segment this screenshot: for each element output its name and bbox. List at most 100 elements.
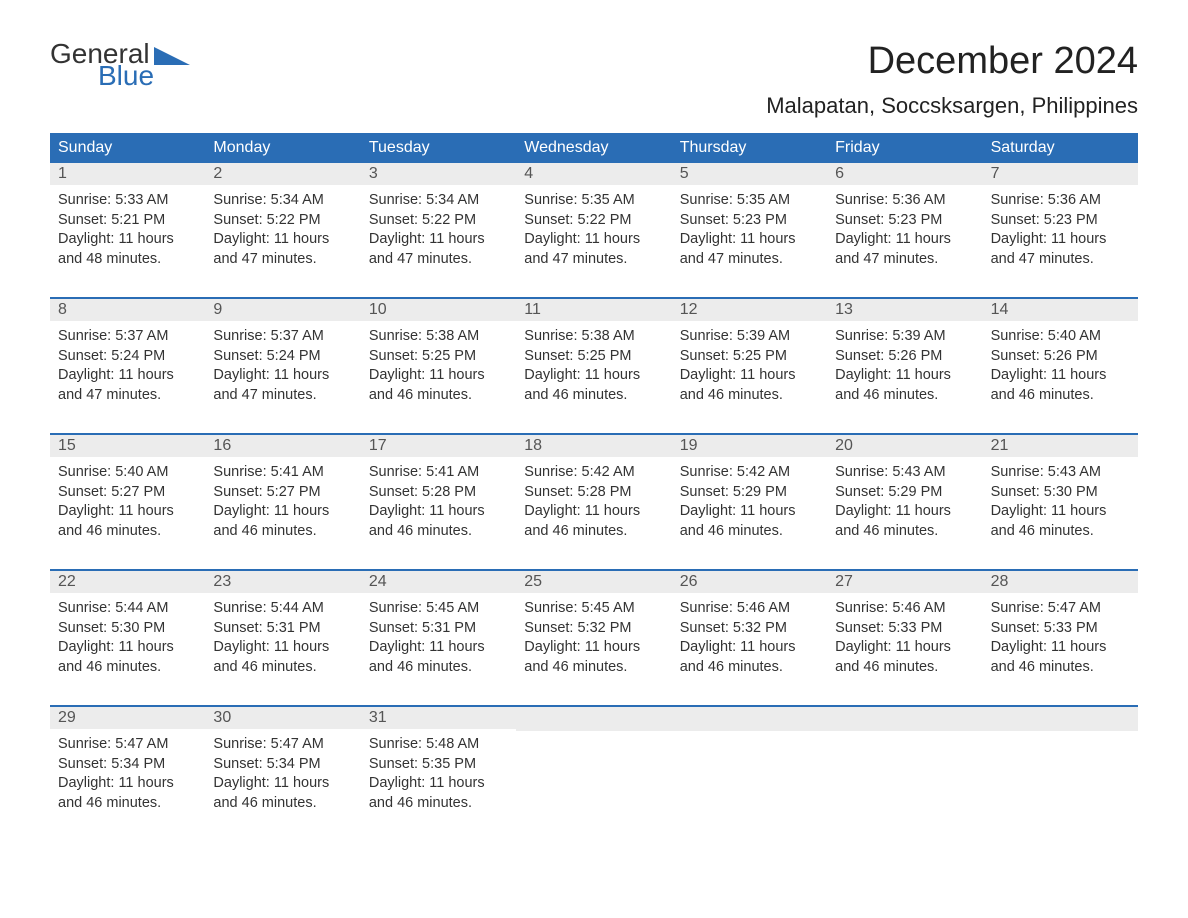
sunset-line: Sunset: 5:32 PM [680,619,819,639]
calendar-cell: 16Sunrise: 5:41 AMSunset: 5:27 PMDayligh… [205,435,360,555]
day-body: Sunrise: 5:39 AMSunset: 5:25 PMDaylight:… [672,321,827,419]
calendar-cell: 13Sunrise: 5:39 AMSunset: 5:26 PMDayligh… [827,299,982,419]
sunset-line: Sunset: 5:35 PM [369,755,508,775]
day-header-monday: Monday [205,133,360,163]
sunset-line: Sunset: 5:34 PM [213,755,352,775]
day-header-saturday: Saturday [983,133,1138,163]
day-body: Sunrise: 5:44 AMSunset: 5:31 PMDaylight:… [205,593,360,691]
day-number: 14 [983,299,1138,321]
calendar-cell: 7Sunrise: 5:36 AMSunset: 5:23 PMDaylight… [983,163,1138,283]
day-header-thursday: Thursday [672,133,827,163]
day-number: 24 [361,571,516,593]
sunrise-line: Sunrise: 5:45 AM [524,599,663,619]
day-number: 26 [672,571,827,593]
daylight-line: Daylight: 11 hours and 47 minutes. [58,366,197,405]
calendar-cell [827,707,982,829]
sunset-line: Sunset: 5:22 PM [213,211,352,231]
sunrise-line: Sunrise: 5:37 AM [213,327,352,347]
day-body: Sunrise: 5:35 AMSunset: 5:23 PMDaylight:… [672,185,827,283]
day-number: 4 [516,163,671,185]
sunset-line: Sunset: 5:29 PM [680,483,819,503]
sunrise-line: Sunrise: 5:40 AM [58,463,197,483]
sunset-line: Sunset: 5:30 PM [991,483,1130,503]
daylight-line: Daylight: 11 hours and 46 minutes. [369,638,508,677]
day-body: Sunrise: 5:45 AMSunset: 5:32 PMDaylight:… [516,593,671,691]
page-header: General Blue December 2024 Malapatan, So… [50,40,1138,119]
calendar-cell: 20Sunrise: 5:43 AMSunset: 5:29 PMDayligh… [827,435,982,555]
calendar-cell: 31Sunrise: 5:48 AMSunset: 5:35 PMDayligh… [361,707,516,829]
day-number: 17 [361,435,516,457]
sunset-line: Sunset: 5:26 PM [991,347,1130,367]
day-number: 29 [50,707,205,729]
day-number: 2 [205,163,360,185]
day-body: Sunrise: 5:40 AMSunset: 5:26 PMDaylight:… [983,321,1138,419]
sunrise-line: Sunrise: 5:43 AM [991,463,1130,483]
day-number: 31 [361,707,516,729]
day-number [516,707,671,731]
sunrise-line: Sunrise: 5:47 AM [58,735,197,755]
sunset-line: Sunset: 5:24 PM [58,347,197,367]
calendar-cell: 2Sunrise: 5:34 AMSunset: 5:22 PMDaylight… [205,163,360,283]
day-body: Sunrise: 5:34 AMSunset: 5:22 PMDaylight:… [205,185,360,283]
sunset-line: Sunset: 5:25 PM [680,347,819,367]
sunset-line: Sunset: 5:29 PM [835,483,974,503]
day-header-sunday: Sunday [50,133,205,163]
daylight-line: Daylight: 11 hours and 46 minutes. [835,638,974,677]
daylight-line: Daylight: 11 hours and 46 minutes. [58,502,197,541]
daylight-line: Daylight: 11 hours and 46 minutes. [835,366,974,405]
daylight-line: Daylight: 11 hours and 48 minutes. [58,230,197,269]
sunset-line: Sunset: 5:24 PM [213,347,352,367]
day-body: Sunrise: 5:41 AMSunset: 5:27 PMDaylight:… [205,457,360,555]
calendar-cell: 15Sunrise: 5:40 AMSunset: 5:27 PMDayligh… [50,435,205,555]
daylight-line: Daylight: 11 hours and 47 minutes. [213,230,352,269]
week-row: 8Sunrise: 5:37 AMSunset: 5:24 PMDaylight… [50,297,1138,419]
sunset-line: Sunset: 5:22 PM [524,211,663,231]
day-number: 7 [983,163,1138,185]
day-number: 18 [516,435,671,457]
sunrise-line: Sunrise: 5:34 AM [369,191,508,211]
day-body: Sunrise: 5:46 AMSunset: 5:33 PMDaylight:… [827,593,982,691]
day-body: Sunrise: 5:41 AMSunset: 5:28 PMDaylight:… [361,457,516,555]
daylight-line: Daylight: 11 hours and 46 minutes. [835,502,974,541]
day-number: 1 [50,163,205,185]
sunset-line: Sunset: 5:32 PM [524,619,663,639]
day-header-friday: Friday [827,133,982,163]
sunset-line: Sunset: 5:26 PM [835,347,974,367]
day-number: 3 [361,163,516,185]
day-number: 21 [983,435,1138,457]
sunset-line: Sunset: 5:25 PM [524,347,663,367]
logo-word-blue: Blue [98,62,190,90]
calendar-cell: 4Sunrise: 5:35 AMSunset: 5:22 PMDaylight… [516,163,671,283]
sunset-line: Sunset: 5:22 PM [369,211,508,231]
calendar-cell [983,707,1138,829]
sunrise-line: Sunrise: 5:35 AM [680,191,819,211]
day-body: Sunrise: 5:37 AMSunset: 5:24 PMDaylight:… [205,321,360,419]
day-header-wednesday: Wednesday [516,133,671,163]
day-body: Sunrise: 5:34 AMSunset: 5:22 PMDaylight:… [361,185,516,283]
day-body: Sunrise: 5:47 AMSunset: 5:33 PMDaylight:… [983,593,1138,691]
calendar-cell: 5Sunrise: 5:35 AMSunset: 5:23 PMDaylight… [672,163,827,283]
calendar-cell: 3Sunrise: 5:34 AMSunset: 5:22 PMDaylight… [361,163,516,283]
sunset-line: Sunset: 5:28 PM [524,483,663,503]
day-number: 19 [672,435,827,457]
sunset-line: Sunset: 5:27 PM [58,483,197,503]
day-body: Sunrise: 5:42 AMSunset: 5:28 PMDaylight:… [516,457,671,555]
sunrise-line: Sunrise: 5:42 AM [524,463,663,483]
daylight-line: Daylight: 11 hours and 47 minutes. [680,230,819,269]
calendar-cell: 9Sunrise: 5:37 AMSunset: 5:24 PMDaylight… [205,299,360,419]
calendar-cell: 19Sunrise: 5:42 AMSunset: 5:29 PMDayligh… [672,435,827,555]
calendar-cell: 14Sunrise: 5:40 AMSunset: 5:26 PMDayligh… [983,299,1138,419]
day-body: Sunrise: 5:44 AMSunset: 5:30 PMDaylight:… [50,593,205,691]
daylight-line: Daylight: 11 hours and 46 minutes. [369,774,508,813]
sunrise-line: Sunrise: 5:36 AM [991,191,1130,211]
day-number: 25 [516,571,671,593]
daylight-line: Daylight: 11 hours and 46 minutes. [991,366,1130,405]
sunrise-line: Sunrise: 5:41 AM [369,463,508,483]
sunset-line: Sunset: 5:31 PM [213,619,352,639]
sunrise-line: Sunrise: 5:38 AM [369,327,508,347]
sunset-line: Sunset: 5:28 PM [369,483,508,503]
sunset-line: Sunset: 5:33 PM [835,619,974,639]
calendar-cell: 8Sunrise: 5:37 AMSunset: 5:24 PMDaylight… [50,299,205,419]
week-row: 22Sunrise: 5:44 AMSunset: 5:30 PMDayligh… [50,569,1138,691]
day-number: 12 [672,299,827,321]
